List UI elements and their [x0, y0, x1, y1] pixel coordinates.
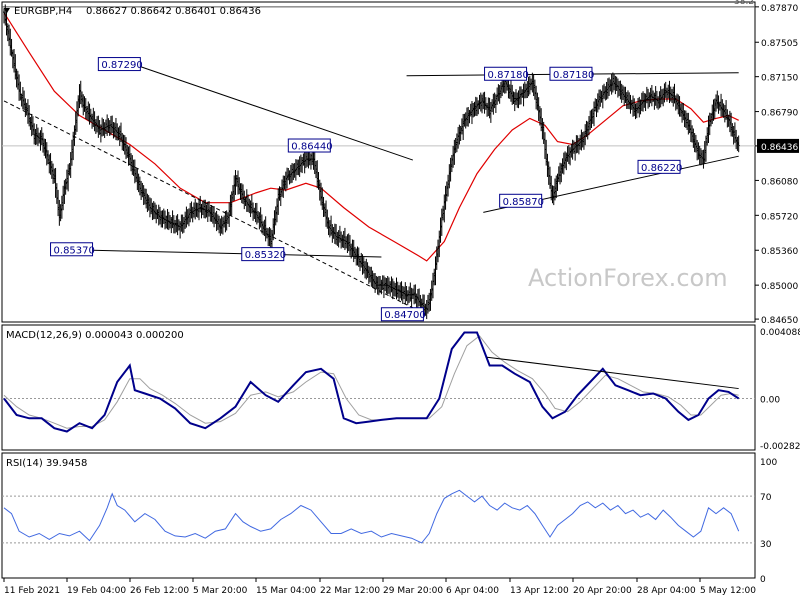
macd-axis-label: 0.00: [760, 395, 780, 405]
price-axis-label: 0.87505: [761, 39, 798, 49]
price-axis-label: 0.84650: [761, 316, 798, 326]
rsi-panel-frame: [1, 452, 756, 579]
time-axis-label: 5 Mar 20:00: [193, 586, 248, 596]
price-axis-label: 0.86436: [761, 143, 798, 153]
macd-title: MACD(12,26,9) 0.000043 0.000200: [6, 330, 184, 341]
macd-trendline: [487, 356, 739, 390]
time-axis-label: 15 Mar 04:00: [256, 586, 316, 596]
price-annotation-box: [380, 307, 424, 322]
time-axis-label: 13 Apr 12:00: [510, 586, 569, 596]
price-annotation-label: 0.87290: [101, 60, 142, 71]
time-axis-label: 11 Feb 2021: [4, 586, 60, 596]
macd-axis-label: -0.00282: [760, 442, 800, 452]
time-axis-label: 28 Apr 04:00: [637, 586, 696, 596]
time-axis-label: 22 Mar 12:00: [320, 586, 380, 596]
price-annotation-box: [499, 193, 543, 208]
macd-line: [3, 331, 740, 433]
rsi-line: [3, 489, 740, 544]
price-trendline: [3, 100, 426, 315]
price-axis-label: 0.85000: [761, 282, 798, 292]
price-annotation-label: 0.87180: [488, 70, 529, 81]
fib-level-label: 38.2: [734, 0, 754, 7]
price-annotation-box: [241, 247, 285, 262]
price-annotation-label: 0.87180: [553, 70, 594, 81]
price-axis-label: 0.86790: [761, 109, 798, 119]
price-annotation-box: [484, 66, 528, 81]
price-annotation-label: 0.85320: [245, 250, 286, 261]
time-axis-label: 6 Apr 04:00: [446, 586, 499, 596]
collapse-arrow-icon[interactable]: [4, 8, 10, 13]
price-panel-frame: [1, 1, 756, 323]
price-annotation-box: [97, 57, 141, 72]
trendlines: [3, 61, 739, 390]
price-annotation-label: 0.86220: [641, 163, 682, 174]
price-annotation-box: [50, 242, 94, 257]
current-price-badge: [757, 138, 799, 153]
price-axis-label: 0.85360: [761, 247, 798, 257]
axes: 0.87870 0.87505 0.87150 0.86790 0.86436 0.860…: [3, 4, 800, 596]
price-trendline: [127, 61, 414, 161]
price-axis-label: 0.87150: [761, 74, 798, 84]
price-trendline: [51, 248, 382, 258]
price-axis-label: 0.85720: [761, 212, 798, 222]
rsi-axis-label: 0: [760, 575, 766, 585]
price-annotations: 0.87290 0.86440 0.85370 0.85320 0.84700 0.871…: [50, 57, 682, 322]
macd-panel-frame: [1, 324, 756, 451]
rsi-title: RSI(14) 39.9458: [6, 458, 87, 469]
watermark: ActionForex.com: [528, 264, 728, 292]
price-annotation-label: 0.85370: [54, 245, 95, 256]
time-axis-label: 19 Feb 04:00: [67, 586, 126, 596]
macd-signal-line: [3, 335, 739, 429]
price-annotation-box: [549, 66, 593, 81]
rsi-axis-label: 100: [760, 458, 777, 468]
rsi-axis-label: 30: [760, 540, 772, 550]
price-annotation-label: 0.86440: [291, 142, 332, 153]
price-annotation-label: 0.85870: [503, 197, 544, 208]
price-annotation-label: 0.84700: [384, 310, 425, 321]
price-header-ohlc: 0.86627 0.86642 0.86401 0.86436: [86, 6, 261, 17]
macd-axis-label: 0.004088: [760, 328, 800, 338]
price-axis-label: 0.86080: [761, 177, 798, 187]
rsi-axis-label: 70: [760, 493, 772, 503]
price-axis-label: 0.87870: [761, 4, 798, 14]
price-series: [3, 4, 740, 320]
price-header-symbol: EURGBP,H4: [14, 6, 72, 17]
time-axis-label: 20 Apr 20:00: [573, 586, 632, 596]
price-annotation-box: [637, 159, 681, 174]
time-axis-label: 29 Mar 20:00: [383, 586, 443, 596]
price-annotation-box: [287, 138, 331, 153]
time-axis-label: 5 May 12:00: [700, 586, 756, 596]
time-axis-label: 26 Feb 12:00: [130, 586, 189, 596]
